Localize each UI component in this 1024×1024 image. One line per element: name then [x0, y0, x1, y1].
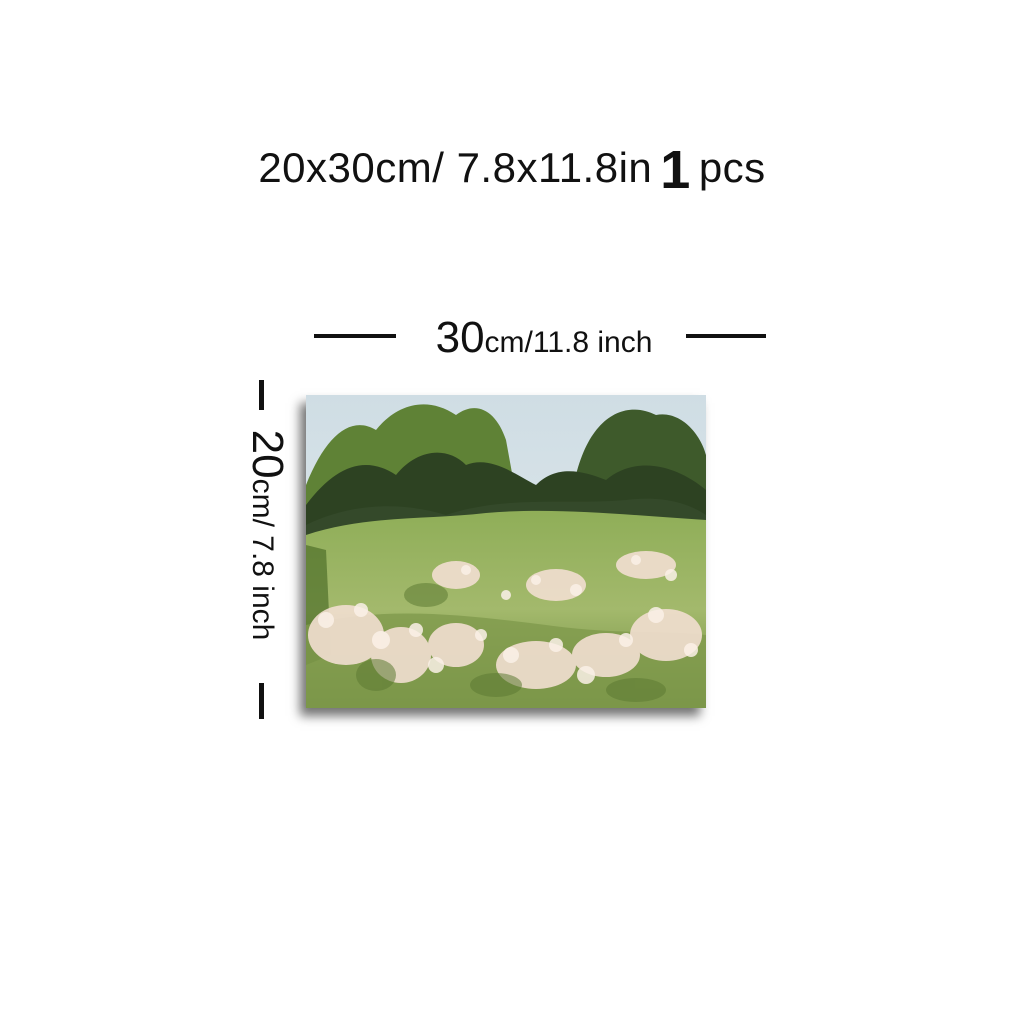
height-tick-top [259, 380, 264, 410]
quantity-unit: pcs [698, 144, 766, 191]
height-tick-bottom [259, 683, 264, 719]
width-line-left [314, 334, 396, 338]
size-title: 20x30cm/ 7.8x11.8in 1 pcs [0, 138, 1024, 200]
canvas-print [306, 395, 706, 708]
size-text: 20x30cm/ 7.8x11.8in [258, 144, 653, 191]
meadow-landscape-painting [306, 395, 706, 708]
height-value: 20 [243, 429, 292, 479]
width-dimension: 30cm/11.8 inch [314, 310, 766, 366]
width-label: 30cm/11.8 inch [406, 310, 682, 366]
height-label: 20cm/ 7.8 inch [237, 430, 292, 641]
width-line-right [686, 334, 766, 338]
width-unit: cm/11.8 inch [484, 326, 653, 359]
quantity-number: 1 [660, 140, 691, 200]
width-value: 30 [435, 313, 485, 362]
height-unit: cm/ 7.8 inch [246, 478, 279, 641]
